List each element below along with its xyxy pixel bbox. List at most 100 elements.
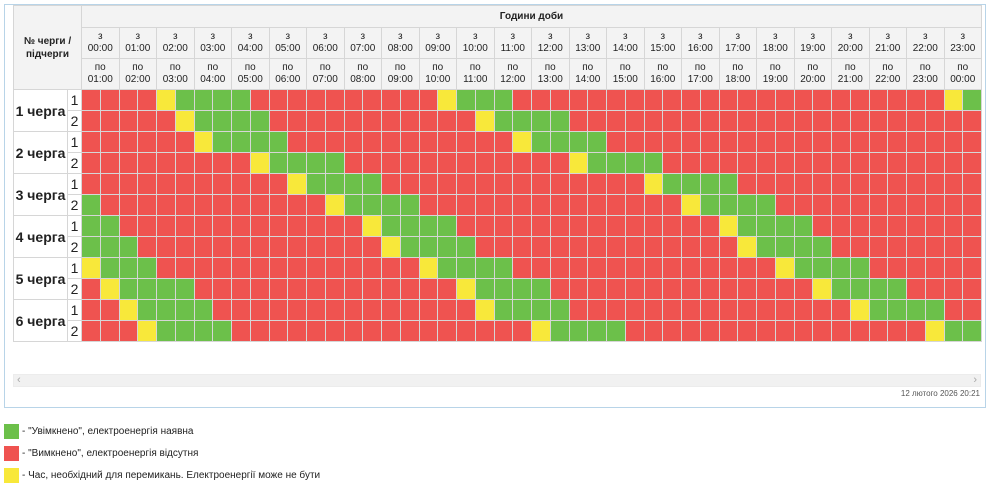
- slot-cell: [324, 89, 345, 111]
- legend-swatch: [4, 467, 19, 483]
- to-hour-header: по 05:00: [231, 58, 270, 90]
- from-time: 20:00: [837, 43, 863, 54]
- slot-cell: [343, 89, 364, 111]
- to-time: 15:00: [612, 74, 638, 85]
- slot-cell: [831, 89, 851, 111]
- slot-cell: [456, 299, 476, 321]
- slot-cell: [549, 173, 570, 195]
- slot-cell: [924, 194, 945, 216]
- slot-cell: [774, 89, 795, 111]
- slot-cell: [962, 299, 982, 321]
- slot-cell: [137, 236, 157, 258]
- slot-cell: [606, 299, 626, 321]
- to-prefix: по: [394, 62, 406, 73]
- slot-cell: [568, 299, 589, 321]
- to-hour-header: по 19:00: [756, 58, 795, 90]
- slot-cell: [831, 320, 851, 342]
- slot-cell: [812, 194, 832, 216]
- slot-cell: [849, 131, 870, 153]
- subqueue-label: 1: [67, 89, 82, 111]
- slot-cell: [231, 299, 251, 321]
- from-hour-header: з 21:00: [868, 27, 907, 59]
- slot-cell: [212, 89, 232, 111]
- from-hour-header: з 04:00: [231, 27, 270, 59]
- slot-cell: [99, 236, 120, 258]
- slot-cell: [924, 320, 945, 342]
- slot-cell: [268, 152, 289, 174]
- to-prefix: по: [169, 62, 181, 73]
- to-time: 00:00: [950, 74, 976, 85]
- slot-cell: [156, 215, 176, 237]
- slot-cell: [643, 89, 664, 111]
- from-hour-header: з 19:00: [793, 27, 832, 59]
- slot-cell: [99, 257, 120, 279]
- slot-cell: [287, 299, 307, 321]
- slot-cell: [156, 278, 176, 300]
- slot-cell: [812, 173, 832, 195]
- to-hour-header: по 11:00: [456, 58, 495, 90]
- slot-cell: [831, 278, 851, 300]
- subqueue-label: 2: [67, 320, 82, 342]
- from-time: 06:00: [312, 43, 338, 54]
- slot-cell: [381, 131, 401, 153]
- to-prefix: по: [282, 62, 294, 73]
- horizontal-scrollbar[interactable]: ‹ ›: [13, 374, 981, 387]
- to-prefix: по: [882, 62, 894, 73]
- slot-cell: [624, 131, 645, 153]
- slot-cell: [943, 110, 964, 132]
- slot-cell: [493, 299, 514, 321]
- slot-cell: [193, 110, 214, 132]
- legend-text: - "Вимкнено", електроенергія відсутня: [22, 447, 199, 459]
- slot-cell: [418, 257, 439, 279]
- scroll-right-icon[interactable]: ›: [973, 374, 977, 386]
- from-hour-header: з 18:00: [756, 27, 795, 59]
- subqueue-label: 1: [67, 257, 82, 279]
- slot-cell: [474, 89, 495, 111]
- slot-cell: [531, 173, 551, 195]
- scroll-left-icon[interactable]: ‹: [17, 374, 21, 386]
- to-prefix: по: [807, 62, 819, 73]
- slot-cell: [343, 236, 364, 258]
- legend-swatch: [4, 423, 19, 439]
- slot-cell: [699, 320, 720, 342]
- slot-cell: [962, 278, 982, 300]
- slot-cell: [512, 194, 532, 216]
- slot-cell: [118, 110, 139, 132]
- slot-cell: [587, 278, 607, 300]
- slot-cell: [699, 299, 720, 321]
- slot-cell: [681, 278, 701, 300]
- slot-cell: [268, 299, 289, 321]
- slot-cell: [81, 194, 101, 216]
- slot-cell: [437, 299, 457, 321]
- slot-cell: [437, 236, 457, 258]
- to-time: 21:00: [837, 74, 863, 85]
- slot-cell: [906, 278, 926, 300]
- slot-cell: [737, 278, 757, 300]
- slot-cell: [174, 152, 195, 174]
- slot-cell: [737, 194, 757, 216]
- slot-cell: [699, 215, 720, 237]
- from-prefix: з: [97, 31, 103, 42]
- slot-cell: [287, 89, 307, 111]
- slot-cell: [118, 257, 139, 279]
- slot-cell: [549, 131, 570, 153]
- slot-cell: [849, 299, 870, 321]
- from-time: 19:00: [800, 43, 826, 54]
- from-time: 14:00: [612, 43, 638, 54]
- slot-cell: [399, 299, 420, 321]
- slot-cell: [268, 215, 289, 237]
- to-time: 05:00: [237, 74, 263, 85]
- to-hour-header: по 12:00: [493, 58, 532, 90]
- slot-cell: [793, 278, 814, 300]
- to-hour-header: по 07:00: [306, 58, 345, 90]
- slot-cell: [531, 299, 551, 321]
- to-time: 23:00: [912, 74, 938, 85]
- slot-cell: [943, 215, 964, 237]
- slot-cell: [887, 131, 907, 153]
- from-hour-header: з 06:00: [306, 27, 345, 59]
- slot-cell: [812, 299, 832, 321]
- slot-cell: [362, 152, 382, 174]
- from-hour-header: з 02:00: [156, 27, 195, 59]
- slot-cell: [306, 194, 326, 216]
- slot-cell: [174, 215, 195, 237]
